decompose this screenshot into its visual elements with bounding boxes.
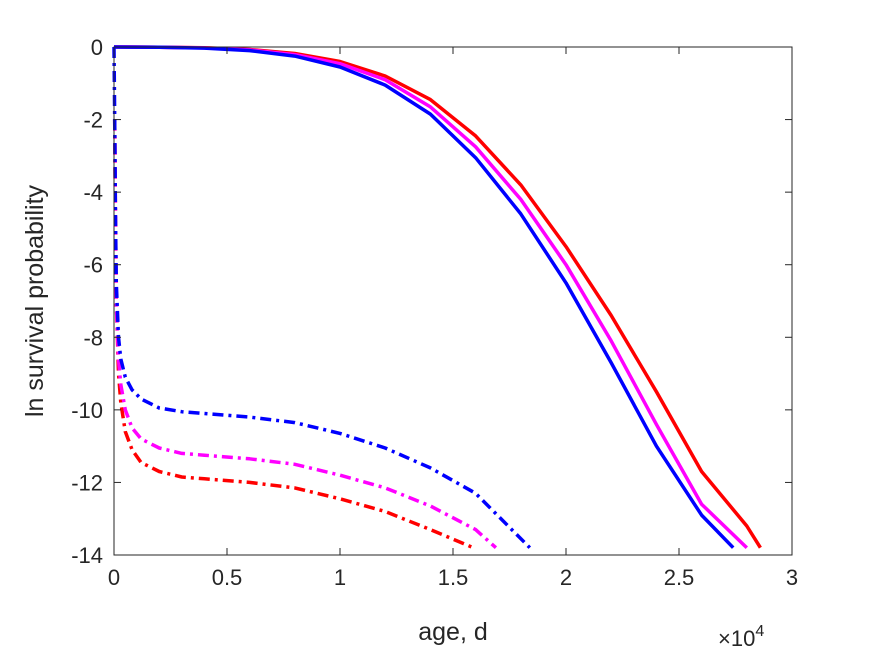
y-tick-label: -2 [83,108,103,133]
tick-label-group: 0 0.5 1 1.5 2 2.5 3 0 -2 -4 -6 -8 -10 -12 -14 [71,35,798,590]
y-tick-label: -10 [71,398,103,423]
x-tick-label: 3 [786,565,798,590]
series-line-4 [112,119,474,550]
x-axis-multiplier-base: ×10 [718,626,755,651]
x-tick-label: 2.5 [664,565,695,590]
y-tick-label: -6 [83,253,103,278]
series-line-3 [113,45,735,549]
axes-group [113,46,793,556]
y-axis-label: ln survival probability [21,184,49,417]
plot-area [114,47,792,555]
y-tick-label: -4 [83,180,103,205]
x-tick-label: 0.5 [212,565,243,590]
x-axis-multiplier: ×104 [718,623,764,651]
x-axis-label: age, d [418,618,488,646]
x-tick-label: 1 [334,565,346,590]
y-tick-label: 0 [91,35,103,60]
series-line-6 [112,46,532,549]
y-tick-label: -12 [71,470,103,495]
x-tick-label: 0 [108,565,120,590]
x-tick-label: 1.5 [438,565,469,590]
y-tick-label: -14 [71,543,103,568]
x-tick-label: 2 [560,565,572,590]
series-line-5 [112,119,498,550]
x-axis-multiplier-exponent: 4 [755,623,764,640]
y-tick-label: -8 [83,325,103,350]
